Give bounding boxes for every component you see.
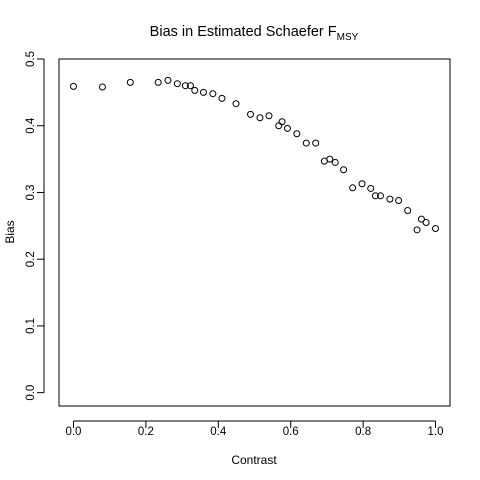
data-point	[232, 100, 240, 108]
y-tick-label: 0.0	[25, 385, 37, 401]
x-tick-label: 0.8	[355, 426, 371, 438]
plot-frame	[58, 58, 451, 407]
data-point	[395, 196, 403, 204]
x-tick-label: 1.0	[428, 426, 444, 438]
data-point	[126, 78, 134, 86]
data-point	[186, 82, 194, 90]
x-tick-label: 0.4	[210, 426, 227, 438]
data-point	[69, 82, 77, 90]
chart-title: Bias in Estimated Schaefer FMSY	[150, 24, 359, 43]
y-tick-label: 0.1	[25, 318, 37, 334]
x-tick-label: 0.2	[138, 426, 154, 438]
y-tick-label: 0.3	[25, 184, 37, 200]
x-axis: 0.0 0.2 0.4 0.6 0.8 1.0	[65, 420, 444, 438]
y-axis: 0.0 0.1 0.2 0.3 0.4 0.5	[25, 51, 45, 401]
data-point	[358, 180, 366, 188]
data-point	[247, 110, 255, 118]
data-point	[386, 195, 394, 203]
chart-title-subscript: MSY	[337, 32, 359, 43]
data-point	[417, 215, 425, 223]
data-point	[340, 166, 348, 174]
data-point	[173, 80, 181, 88]
data-point	[164, 76, 172, 84]
data-points	[69, 76, 440, 234]
data-point	[283, 124, 291, 132]
y-tick-label: 0.2	[25, 251, 37, 267]
data-point	[349, 184, 357, 192]
data-point	[371, 192, 379, 200]
data-point	[302, 139, 310, 147]
data-point	[209, 90, 217, 98]
data-point	[367, 184, 375, 192]
x-axis-label: Contrast	[231, 453, 277, 467]
x-tick-label: 0.6	[283, 426, 299, 438]
y-tick-label: 0.4	[25, 117, 37, 134]
data-point	[376, 192, 384, 200]
data-point	[413, 226, 421, 234]
y-tick-label: 0.5	[25, 51, 37, 67]
data-point	[432, 224, 440, 232]
data-point	[422, 218, 430, 226]
data-point	[218, 94, 226, 102]
data-point	[265, 112, 273, 120]
chart-title-text: Bias in Estimated Schaefer F	[150, 24, 337, 40]
data-point	[331, 158, 339, 166]
data-point	[181, 82, 189, 90]
data-point	[154, 78, 162, 86]
data-point	[199, 88, 207, 96]
data-point	[98, 83, 106, 91]
data-point	[404, 206, 412, 214]
data-point	[256, 114, 264, 122]
data-point	[326, 155, 334, 163]
x-tick-label: 0.0	[65, 426, 81, 438]
data-point	[278, 118, 286, 126]
data-point	[293, 130, 301, 138]
y-axis-label: Bias	[3, 220, 17, 243]
data-point	[312, 139, 320, 147]
data-point	[191, 86, 199, 94]
